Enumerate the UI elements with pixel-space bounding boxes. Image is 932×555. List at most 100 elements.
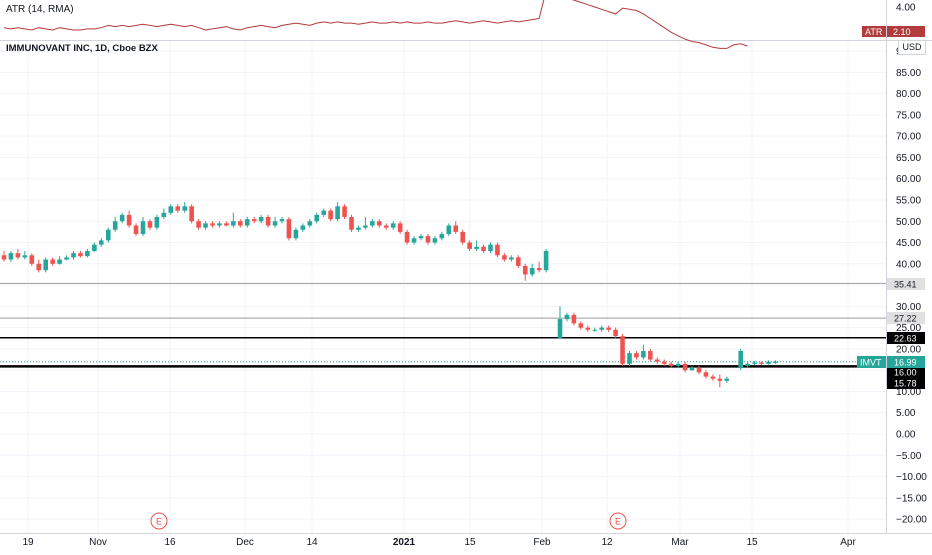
candle-body bbox=[592, 329, 598, 331]
atr-label: ATR bbox=[865, 27, 883, 37]
candle-body bbox=[92, 244, 97, 252]
candle-body bbox=[231, 221, 236, 226]
time-tick-label: 15 bbox=[464, 537, 476, 548]
time-tick-label: 16 bbox=[164, 537, 176, 548]
time-tick-label: 2021 bbox=[393, 537, 416, 548]
candle-body bbox=[759, 362, 764, 364]
candle-body bbox=[112, 221, 118, 230]
level-badge bbox=[887, 312, 925, 324]
candle-body bbox=[682, 363, 688, 371]
candle-body bbox=[439, 234, 445, 239]
level-badge bbox=[887, 377, 925, 389]
candle-body bbox=[203, 223, 208, 228]
current-price-badge bbox=[887, 356, 925, 368]
candle-body bbox=[425, 236, 431, 243]
price-tick-label: 80.00 bbox=[896, 89, 921, 100]
candle-body bbox=[495, 244, 500, 256]
candle-body bbox=[710, 376, 716, 379]
price-tick-label: 70.00 bbox=[896, 132, 921, 143]
candle-body bbox=[293, 229, 299, 239]
level-value: 16.00 bbox=[894, 368, 917, 378]
candle-body bbox=[314, 214, 320, 222]
candle-body bbox=[516, 257, 521, 266]
candle-body bbox=[22, 255, 28, 258]
time-tick-label: Apr bbox=[840, 537, 856, 548]
current-price-tag: IMVT 16.99 bbox=[857, 356, 925, 368]
candle-body bbox=[251, 219, 257, 222]
candle-body bbox=[627, 353, 632, 364]
candle-body bbox=[446, 225, 452, 235]
candle-body bbox=[529, 268, 535, 275]
candle-body bbox=[467, 242, 472, 249]
price-tick-label: 40.00 bbox=[896, 259, 921, 270]
candlestick-series bbox=[1, 202, 778, 388]
candle-body bbox=[78, 253, 83, 257]
atr-indicator-title[interactable]: ATR (14, RMA) bbox=[6, 4, 74, 15]
candle-body bbox=[342, 206, 347, 217]
candle-body bbox=[196, 221, 201, 228]
candle-body bbox=[161, 212, 167, 217]
candle-body bbox=[724, 378, 730, 381]
candle-body bbox=[613, 329, 618, 337]
candle-body bbox=[8, 253, 14, 260]
symbol-badge bbox=[857, 356, 886, 368]
price-axis: 90.0085.0080.0075.0070.0065.0060.0055.00… bbox=[896, 47, 927, 526]
candle-body bbox=[64, 257, 69, 260]
candle-body bbox=[321, 210, 326, 215]
candle-body bbox=[655, 359, 660, 362]
candle-body bbox=[286, 219, 292, 239]
candle-body bbox=[752, 362, 757, 364]
price-tick-label: 20.00 bbox=[896, 344, 921, 355]
price-tick-label: −15.00 bbox=[896, 493, 927, 504]
candle-body bbox=[634, 353, 639, 358]
earnings-marker-label: E bbox=[615, 517, 621, 527]
candle-body bbox=[105, 229, 111, 241]
candle-body bbox=[29, 255, 35, 264]
price-tick-label: 5.00 bbox=[896, 408, 916, 419]
time-axis: 19 Nov 16 Dec 14 2021 15 Feb 12 Mar 15 Apr bbox=[22, 537, 856, 548]
time-tick-label: Nov bbox=[89, 537, 107, 548]
atr-value-badge bbox=[887, 26, 925, 37]
time-tick-label: 12 bbox=[601, 537, 613, 548]
candle-body bbox=[397, 223, 403, 232]
candle-body bbox=[390, 223, 396, 228]
currency-button[interactable]: USD bbox=[898, 40, 926, 55]
candle-body bbox=[404, 231, 410, 243]
price-tick-label: 10.00 bbox=[896, 387, 921, 398]
candle-body bbox=[648, 351, 653, 360]
candle-body bbox=[488, 244, 493, 252]
candle-body bbox=[1, 255, 7, 260]
candle-body bbox=[557, 319, 563, 339]
time-tick-label: 15 bbox=[746, 537, 758, 548]
candle-body bbox=[175, 206, 181, 211]
price-tick-label: −20.00 bbox=[896, 515, 927, 526]
candle-body bbox=[474, 246, 479, 249]
candle-body bbox=[543, 251, 549, 271]
time-tick-label: Feb bbox=[533, 537, 551, 548]
candle-body bbox=[738, 351, 743, 369]
candle-body bbox=[578, 323, 584, 328]
candle-body bbox=[15, 253, 21, 258]
candle-body bbox=[363, 225, 368, 228]
candle-body bbox=[168, 206, 174, 213]
time-tick-label: 14 bbox=[306, 537, 318, 548]
candle-body bbox=[703, 372, 709, 377]
candle-body bbox=[453, 225, 459, 232]
price-tick-label: 30.00 bbox=[896, 302, 921, 313]
candle-body bbox=[224, 223, 229, 226]
candle-body bbox=[571, 314, 577, 324]
candle-body bbox=[620, 336, 625, 364]
candle-body bbox=[717, 378, 723, 381]
time-tick-label: Mar bbox=[671, 537, 689, 548]
atr-label-badge bbox=[862, 26, 886, 37]
candle-body bbox=[300, 225, 306, 230]
level-value: 35.41 bbox=[894, 280, 917, 290]
candle-body bbox=[564, 314, 570, 320]
candle-body bbox=[773, 361, 778, 363]
candle-body bbox=[328, 210, 333, 220]
price-tick-label: −10.00 bbox=[896, 472, 927, 483]
symbol-title[interactable]: IMMUNOVANT INC, 1D, Cboe BZX bbox=[6, 43, 158, 54]
